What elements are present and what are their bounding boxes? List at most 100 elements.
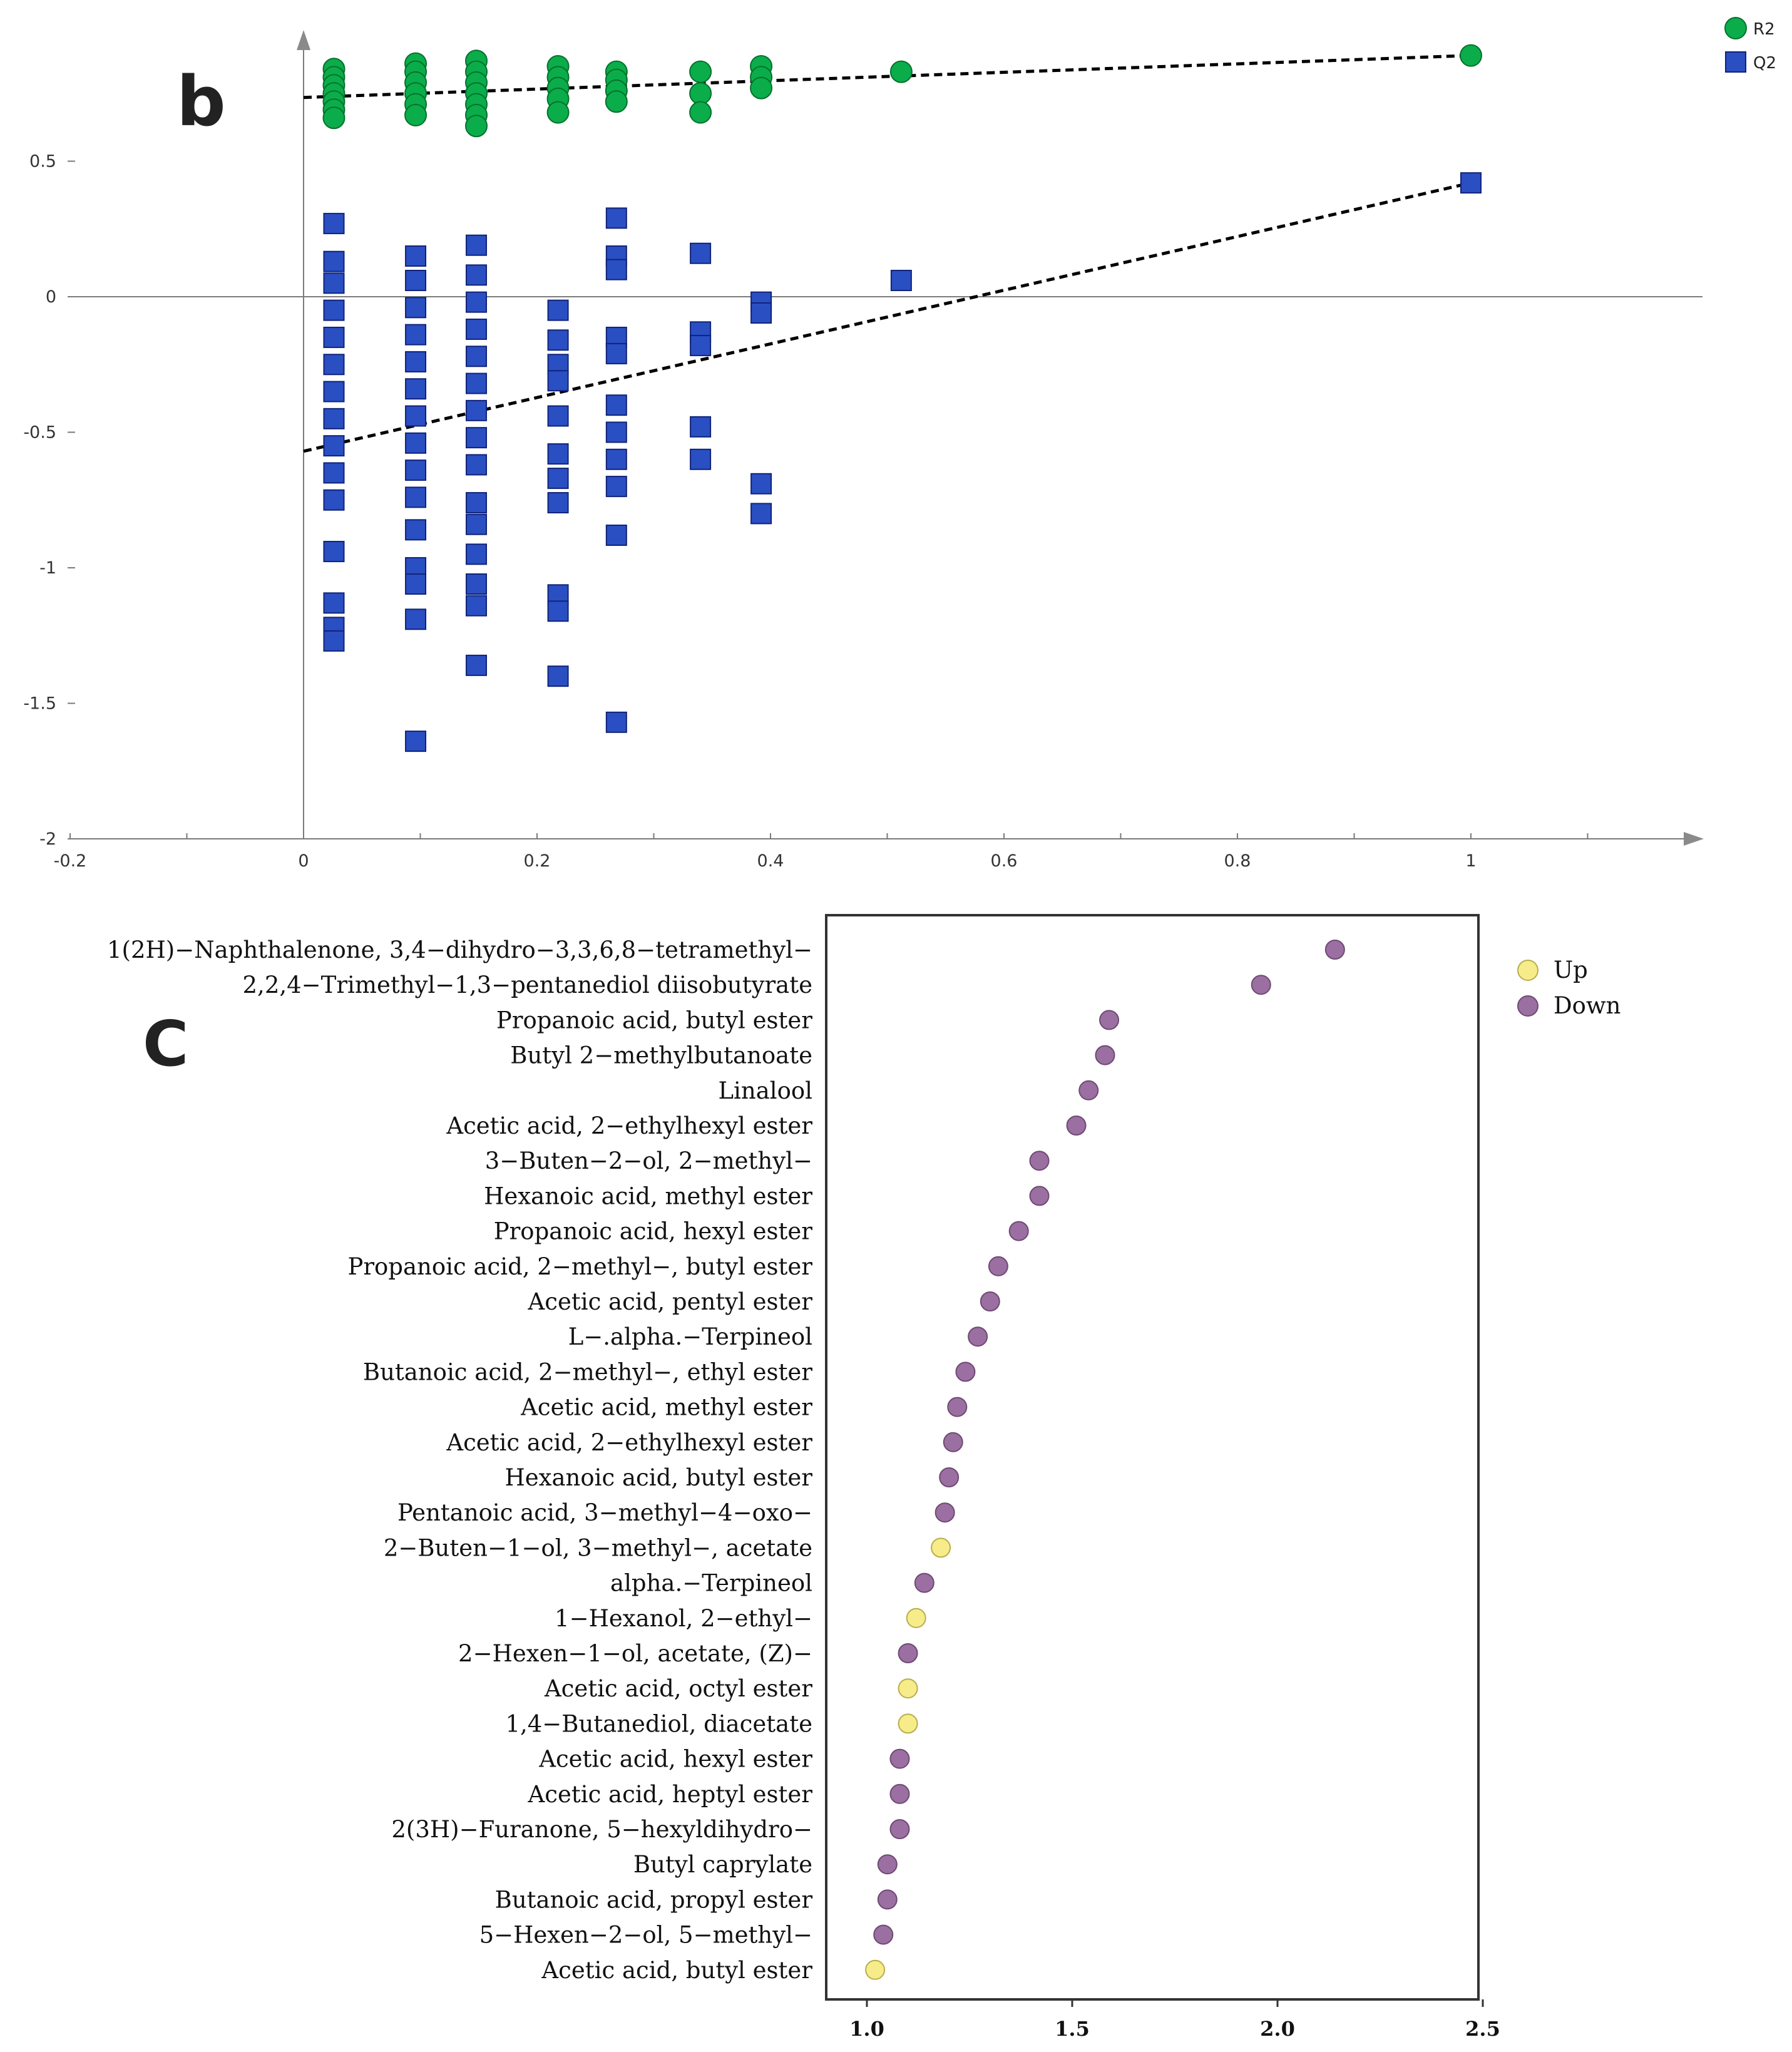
point-q2 [547, 665, 569, 687]
point-q2 [323, 381, 345, 403]
point-q2 [405, 297, 427, 319]
y-tick-label: 0.5 [29, 152, 56, 172]
panel-b-legend: R2 Q2 [1724, 17, 1776, 73]
point-q2 [405, 486, 427, 508]
point-q2 [750, 302, 772, 324]
c-category-label: Acetic acid, 2−ethylhexyl ester [446, 1429, 812, 1456]
c-category-label: Linalool [718, 1077, 812, 1104]
point-q2 [405, 324, 427, 346]
y-tick-label: -0.5 [23, 423, 56, 443]
c-point-up [931, 1537, 951, 1558]
point-q2 [405, 378, 427, 400]
c-point-down [943, 1432, 963, 1452]
point-r2 [605, 90, 628, 113]
x-tick-label: 0.6 [991, 851, 1018, 871]
point-q2 [466, 543, 488, 565]
panel-b-label: b [177, 61, 226, 141]
point-q2 [547, 299, 569, 321]
c-category-label: 1(2H)−Naphthalenone, 3,4−dihydro−3,3,6,8… [107, 936, 812, 963]
point-q2 [547, 329, 569, 351]
x-tick-label: 1 [1465, 851, 1476, 871]
c-category-label: Acetic acid, butyl ester [541, 1957, 812, 1984]
c-point-down [1324, 940, 1345, 960]
panel-b-tick-labels: 0.5 0 -0.5 -1 -1.5 -2-0.2 0 0.2 0.4 0.6 0.8 1 [23, 152, 1589, 871]
c-category-label: Butyl 2−methylbutanoate [510, 1042, 812, 1069]
x-axis-arrow [1684, 832, 1704, 846]
c-category-label: 2−Buten−1−ol, 3−methyl−, acetate [384, 1534, 812, 1561]
legend-q2-label: Q2 [1753, 54, 1776, 73]
c-x-tick-label: 2.0 [1260, 2017, 1295, 2041]
y-axis-arrow [297, 30, 310, 50]
c-point-up [898, 1713, 918, 1734]
c-category-label: Acetic acid, pentyl ester [528, 1288, 813, 1315]
point-q2 [547, 492, 569, 514]
c-point-down [934, 1502, 955, 1523]
c-point-up [906, 1608, 926, 1628]
c-x-tick-label: 2.5 [1465, 2017, 1500, 2041]
point-q2 [466, 654, 488, 676]
point-q2 [323, 326, 345, 348]
point-q2 [405, 270, 427, 292]
point-q2 [466, 595, 488, 617]
c-point-down [1095, 1045, 1115, 1065]
point-q2 [466, 513, 488, 535]
point-r2 [465, 115, 488, 138]
x-tick-label: -0.2 [54, 851, 87, 871]
trend-line-q2 [303, 181, 1472, 453]
point-q2 [750, 503, 772, 525]
c-category-label: L−.alpha.−Terpineol [568, 1323, 812, 1350]
x-tick-label: 0.2 [524, 851, 551, 871]
point-r2 [689, 60, 712, 83]
point-q2 [690, 416, 712, 438]
c-category-label: 3−Buten−2−ol, 2−methyl− [485, 1147, 812, 1174]
point-r2 [546, 101, 570, 124]
panel-b-axes [68, 30, 1704, 846]
c-category-label: Acetic acid, methyl ester [520, 1394, 812, 1421]
c-x-tick-label: 1.0 [849, 2017, 884, 2041]
point-q2 [466, 454, 488, 476]
point-r2 [1460, 44, 1482, 67]
panel-c-category-labels: 1(2H)−Naphthalenone, 3,4−dihydro−3,3,6,8… [107, 936, 812, 1984]
c-category-label: Hexanoic acid, butyl ester [504, 1464, 812, 1491]
point-q2 [323, 435, 345, 457]
point-q2 [405, 351, 427, 372]
panel-c-chart: C 1.0 1.5 2.0 2.5 1(2H)−Naphthalenone, 3,4−… [107, 914, 1620, 2041]
point-q2 [405, 731, 427, 752]
c-category-label: Acetic acid, 2−ethylhexyl ester [446, 1112, 812, 1139]
point-q2 [405, 459, 427, 481]
point-q2 [605, 259, 627, 280]
point-q2 [466, 318, 488, 340]
c-category-label: 5−Hexen−2−ol, 5−methyl− [479, 1922, 812, 1949]
c-category-label: Acetic acid, octyl ester [544, 1675, 812, 1702]
c-category-label: Hexanoic acid, methyl ester [484, 1182, 812, 1209]
panel-b-trend-lines [303, 54, 1472, 453]
panel-c-label: C [143, 1007, 188, 1080]
point-q2 [405, 608, 427, 630]
point-q2 [323, 213, 345, 235]
c-category-label: 2−Hexen−1−ol, acetate, (Z)− [458, 1640, 812, 1667]
c-category-label: Pentanoic acid, 3−methyl−4−oxo− [397, 1499, 812, 1526]
point-q2 [323, 250, 345, 272]
point-q2 [466, 573, 488, 595]
c-point-down [898, 1643, 918, 1663]
point-q2 [605, 448, 627, 470]
c-point-down [1078, 1080, 1099, 1100]
point-q2 [605, 476, 627, 498]
point-q2 [323, 299, 345, 321]
panel-c-points [865, 940, 1345, 1980]
point-q2 [466, 291, 488, 313]
point-q2 [466, 372, 488, 394]
c-x-tick-label: 1.5 [1055, 2017, 1090, 2041]
c-category-label: Butyl caprylate [633, 1851, 812, 1878]
point-q2 [690, 334, 712, 356]
legend-r2-label: R2 [1753, 20, 1775, 39]
point-q2 [323, 541, 345, 563]
point-q2 [547, 468, 569, 490]
c-category-label: 2(3H)−Furanone, 5−hexyldihydro− [391, 1816, 812, 1843]
point-q2 [605, 394, 627, 416]
panel-b-points [322, 44, 1482, 752]
point-q2 [750, 473, 772, 495]
c-category-label: Propanoic acid, hexyl ester [494, 1218, 813, 1245]
legend-down-label: Down [1554, 992, 1620, 1019]
